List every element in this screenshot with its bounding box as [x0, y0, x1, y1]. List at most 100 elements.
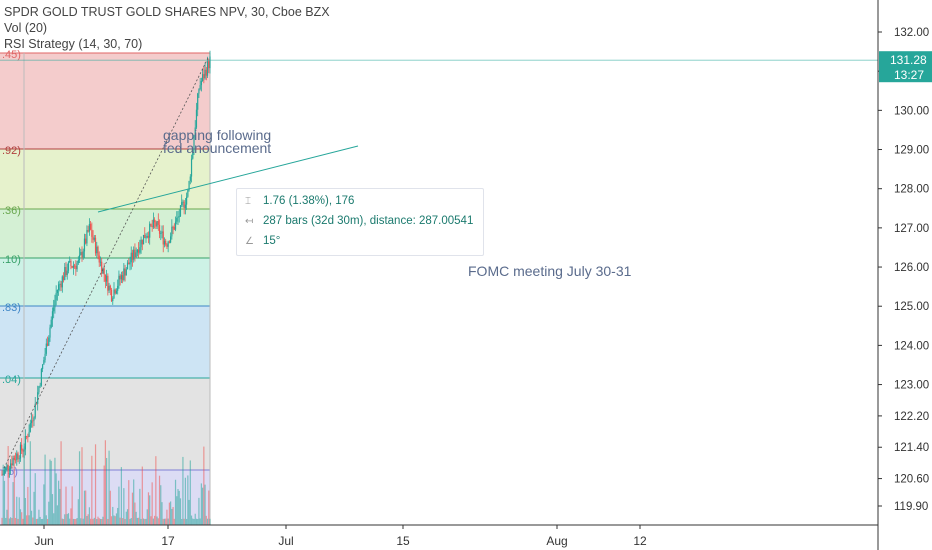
candle-body [187, 190, 189, 197]
candle-body [128, 262, 130, 265]
volume-bar [114, 516, 116, 525]
candle-body [152, 219, 154, 228]
candle-body [131, 252, 134, 260]
volume-bar [1, 517, 3, 525]
candle-body [177, 216, 179, 218]
volume-bar [71, 486, 73, 525]
volume-bar [110, 516, 113, 525]
symbol-title[interactable]: SPDR GOLD TRUST GOLD SHARES NPV, 30, Cbo… [4, 5, 330, 19]
price-tick-label: 121.40 [894, 442, 929, 454]
volume-bar [173, 518, 175, 525]
fomc-annotation[interactable]: FOMC meeting July 30-31 [468, 263, 632, 279]
candle-body [83, 238, 86, 252]
volume-bar [50, 460, 52, 525]
volume-bar [144, 518, 146, 525]
volume-bar [188, 499, 190, 525]
volume-bar [166, 509, 168, 525]
volume-bar [178, 490, 180, 525]
candle-body [40, 368, 42, 386]
measure-angle: 15° [263, 235, 281, 247]
candle-body [134, 249, 136, 258]
fib-level-label: .92) [2, 145, 21, 157]
volume-bar [152, 518, 154, 525]
volume-bar [172, 507, 174, 525]
candle-body [150, 223, 152, 226]
candle-body [29, 423, 31, 432]
candle-body [115, 290, 118, 294]
candle-body [61, 276, 63, 288]
candle-body [22, 450, 24, 452]
volume-bar [160, 485, 162, 525]
gap-annotation-line1[interactable]: gapping following [163, 127, 272, 143]
candle-body [138, 249, 140, 253]
candle-body [103, 268, 105, 275]
gap-annotation-line2[interactable]: fed anouncement [163, 140, 272, 156]
candle-body [174, 221, 177, 230]
volume-bar [192, 518, 194, 525]
candle-body [203, 74, 205, 79]
time-tick-label: Jun [34, 534, 53, 548]
volume-bar [29, 441, 31, 525]
time-axis[interactable]: Jun 17 Jul 15 Aug 12 [0, 524, 878, 548]
candle-body [161, 231, 163, 233]
volume-bar [139, 488, 141, 525]
candle-body [67, 262, 70, 271]
volume-bar [77, 499, 79, 525]
volume-bar [122, 518, 124, 525]
candle-body [86, 230, 88, 244]
volume-bar [186, 518, 188, 525]
candle-body [209, 56, 211, 69]
volume-bar [117, 507, 119, 525]
volume-bar [54, 457, 56, 525]
candle-body [74, 265, 76, 267]
volume-bar [101, 519, 103, 525]
candle-body [183, 201, 185, 209]
volume-bar [46, 518, 49, 525]
candle-body [33, 417, 35, 421]
candle-body [1, 474, 3, 476]
candle-body [200, 81, 202, 86]
candle-body [85, 238, 87, 244]
rsi-strategy-label[interactable]: RSI Strategy (14, 30, 70) [4, 37, 143, 51]
price-axis[interactable]: 132.00131.00130.00129.00128.00127.00126.… [877, 0, 932, 550]
candle-body [189, 176, 191, 181]
volume-bar [151, 482, 153, 525]
volume-bar [33, 491, 35, 525]
candle-body [120, 275, 122, 280]
candle-body [171, 226, 173, 237]
measure-dashed-line [3, 57, 209, 469]
volume-bar [85, 490, 87, 525]
volume-bar [141, 466, 143, 525]
candle-body [19, 444, 22, 459]
candle-body [42, 364, 44, 369]
volume-bar [39, 516, 41, 525]
volume-indicator-label[interactable]: Vol (20) [4, 21, 48, 35]
candle-body [24, 436, 26, 450]
candle-body [202, 74, 204, 82]
candle-body [192, 150, 194, 159]
volume-bar [155, 456, 157, 525]
volume-bar [58, 480, 60, 525]
candle-body [17, 453, 19, 459]
candle-body [48, 337, 50, 346]
candle-body [181, 202, 183, 206]
candle-body [16, 453, 18, 460]
volume-bar [49, 459, 51, 525]
volume-bar [51, 494, 54, 525]
volume-bar [12, 482, 14, 525]
volume-bar [126, 509, 129, 525]
volume-bar [123, 488, 125, 525]
candle-body [188, 180, 190, 191]
candle-body [65, 266, 67, 275]
candle-body [147, 235, 150, 238]
candle-body [124, 268, 126, 276]
volume-bar [133, 479, 135, 525]
candle-body [173, 226, 175, 230]
volume-bar [149, 495, 151, 525]
fib-zone [0, 53, 210, 149]
volume-bar [67, 513, 70, 525]
volume-bar [179, 498, 182, 525]
volume-bar [203, 446, 205, 525]
volume-bar [98, 518, 100, 525]
